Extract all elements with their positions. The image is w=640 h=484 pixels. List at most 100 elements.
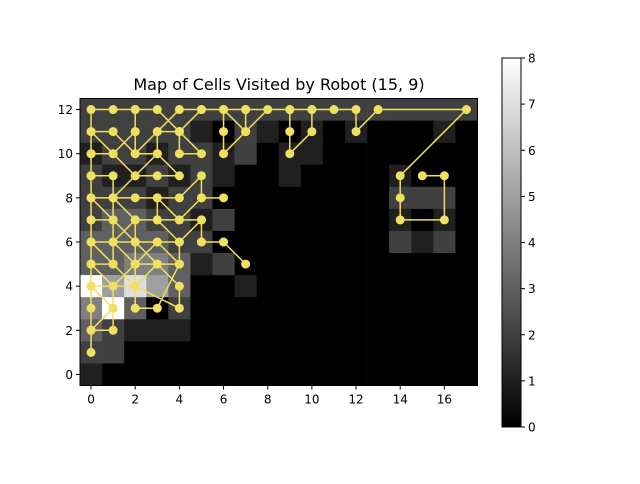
x-tick-label: 12 — [348, 393, 363, 407]
heatmap-cell — [234, 297, 257, 320]
heatmap-cell — [278, 208, 302, 232]
heatmap-cell — [256, 142, 280, 166]
robot-path-point — [285, 149, 295, 159]
heatmap-cell — [212, 208, 235, 232]
colorbar-tick-label: 2 — [528, 328, 536, 342]
colorbar-tick-label: 3 — [528, 282, 536, 296]
heatmap-cell — [278, 341, 302, 364]
heatmap-cell — [367, 186, 390, 210]
heatmap-cell — [389, 297, 412, 320]
y-tick-label: 0 — [65, 368, 73, 382]
colorbar-tick-label: 8 — [528, 52, 536, 66]
robot-path-point — [152, 127, 162, 137]
heatmap-cell — [234, 230, 257, 254]
heatmap-cell — [190, 341, 213, 364]
heatmap-cell — [455, 186, 478, 210]
heatmap-cell — [367, 319, 390, 342]
robot-path-point — [108, 193, 118, 203]
heatmap-cell — [367, 341, 390, 364]
colorbar — [501, 57, 522, 428]
robot-path-point — [174, 105, 184, 115]
heatmap-cell — [168, 363, 191, 386]
heatmap-cell — [146, 341, 169, 364]
heatmap-cell — [278, 186, 302, 210]
robot-path-point — [130, 127, 140, 137]
heatmap-cell — [124, 341, 147, 364]
robot-path-point — [152, 105, 162, 115]
heatmap-cell — [411, 297, 434, 320]
robot-path-point — [174, 193, 184, 203]
robot-path-point — [219, 193, 229, 203]
heatmap-cell — [433, 319, 456, 342]
heatmap-cell — [345, 253, 368, 276]
y-tick-label: 6 — [65, 236, 73, 250]
heatmap-cell — [455, 363, 478, 386]
y-tick-label: 12 — [58, 103, 73, 117]
robot-path-point — [130, 149, 140, 159]
heatmap-cell — [367, 230, 390, 254]
heatmap-cell — [389, 363, 412, 386]
heatmap-cell — [411, 120, 434, 143]
robot-path-point — [219, 127, 229, 137]
robot-path-point — [86, 259, 96, 269]
robot-path-point — [130, 303, 140, 313]
robot-path-point — [108, 149, 118, 159]
robot-path-point — [196, 105, 206, 115]
heatmap-cell — [256, 120, 280, 143]
robot-path-point — [108, 215, 118, 225]
heatmap-cell — [455, 230, 478, 254]
robot-path-point — [174, 215, 184, 225]
heatmap-cell — [322, 297, 346, 320]
robot-path-point — [285, 127, 295, 137]
heatmap-cell — [234, 208, 257, 232]
heatmap-cell — [212, 275, 235, 298]
robot-path-point — [86, 193, 96, 203]
heatmap-cell — [256, 341, 280, 364]
heatmap-cell — [345, 164, 368, 188]
robot-path-point — [130, 171, 140, 181]
x-tick-label: 4 — [176, 393, 184, 407]
heatmap-cell — [190, 297, 213, 320]
robot-path-point — [439, 215, 449, 225]
heatmap-cell — [433, 275, 456, 298]
heatmap-cell — [322, 275, 346, 298]
heatmap-cell — [256, 363, 280, 386]
robot-path-point — [86, 171, 96, 181]
y-tick-label: 4 — [65, 280, 73, 294]
robot-path-point — [263, 105, 273, 115]
x-axis: 0 2 4 6 8 10 12 14 16 — [87, 385, 452, 407]
robot-path-point — [241, 105, 251, 115]
robot-path-point — [395, 171, 405, 181]
heatmap-cell — [124, 319, 147, 342]
heatmap-cell — [345, 363, 368, 386]
heatmap-cell — [102, 341, 125, 364]
robot-path-point — [152, 149, 162, 159]
robot-path-point — [461, 105, 471, 115]
heatmap-cell — [455, 208, 478, 232]
heatmap-cell — [322, 208, 346, 232]
heatmap-cell — [300, 341, 324, 364]
robot-path-point — [152, 193, 162, 203]
colorbar-tick-label: 1 — [528, 374, 536, 388]
colorbar-tick-label: 7 — [528, 98, 536, 112]
x-tick-label: 6 — [220, 393, 228, 407]
heatmap-cell — [168, 319, 191, 342]
robot-path-point — [86, 347, 96, 357]
heatmap-cell — [455, 164, 478, 188]
heatmap-cell — [345, 142, 368, 166]
heatmap-cell — [300, 164, 324, 188]
robot-path-point — [130, 259, 140, 269]
robot-path-point — [174, 303, 184, 313]
heatmap-cell — [411, 363, 434, 386]
heatmap-cell — [367, 142, 390, 166]
heatmap-cell — [322, 319, 346, 342]
heatmap-cell — [300, 186, 324, 210]
robot-path-point — [241, 127, 251, 137]
heatmap-cell — [124, 363, 147, 386]
heatmap-cell — [234, 363, 257, 386]
heatmap-cell — [190, 363, 213, 386]
heatmap-cell — [411, 275, 434, 298]
robot-path-point — [130, 237, 140, 247]
heatmap-cell — [234, 319, 257, 342]
heatmap-cell — [389, 253, 412, 276]
